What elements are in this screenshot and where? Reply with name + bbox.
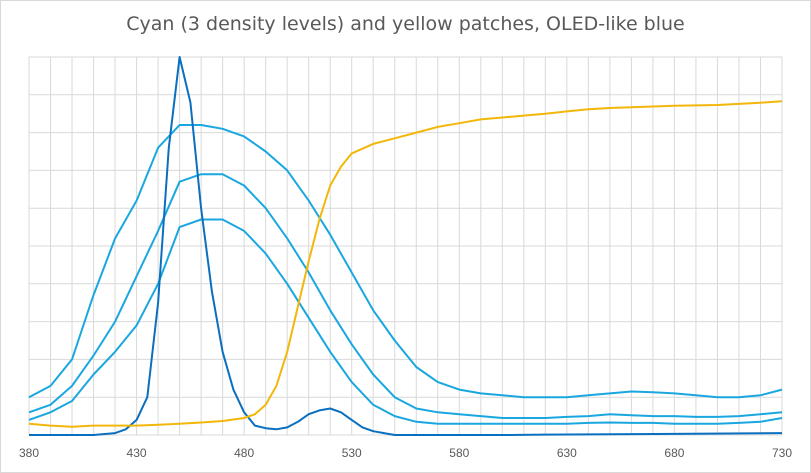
series-line-2 <box>28 173 783 419</box>
x-tick-label: 730 <box>772 446 792 460</box>
x-tick-label: 630 <box>557 446 577 460</box>
x-tick-label: 680 <box>664 446 684 460</box>
chart-title: Cyan (3 density levels) and yellow patch… <box>126 13 685 35</box>
x-tick-label: 580 <box>449 446 469 460</box>
x-tick-label: 430 <box>127 446 147 460</box>
series-line-5 <box>28 100 783 428</box>
x-tick-label: 480 <box>234 446 254 460</box>
x-tick-label: 380 <box>19 446 39 460</box>
series-line-1 <box>28 124 783 399</box>
series-line-4 <box>29 56 783 436</box>
x-tick-label: 530 <box>342 446 362 460</box>
series-line-3 <box>28 218 783 425</box>
